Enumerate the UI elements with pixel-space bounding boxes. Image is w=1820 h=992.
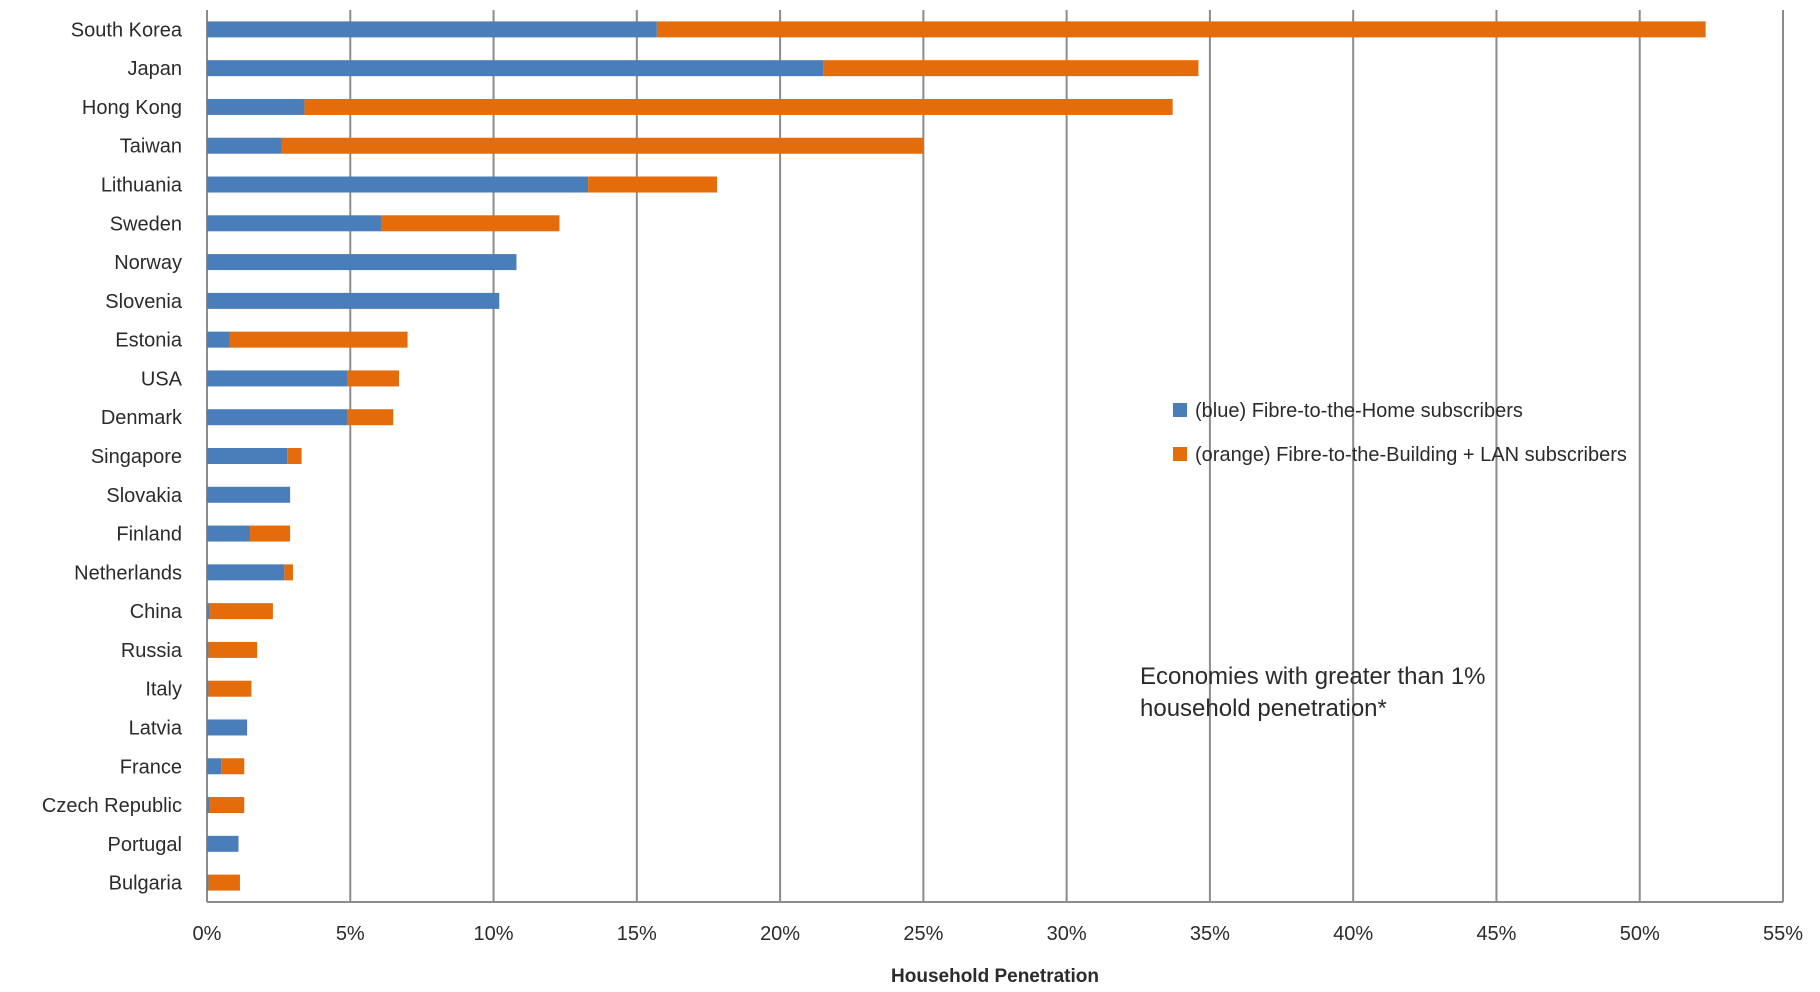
category-label: Italy [145,679,182,701]
category-label: Russia [121,640,183,662]
x-tick-label: 15% [617,923,657,945]
bar-segment-fttb-lan [209,603,273,620]
bar-segment-fttb-lan [347,370,399,387]
bar-segment-ftth [207,137,282,154]
bar-segment-ftth [207,797,210,814]
x-axis-title: Household Penetration [891,966,1099,987]
category-label: Portugal [108,834,183,856]
bar-segment-ftth [207,60,824,77]
bar-segment-ftth [207,835,239,852]
x-tick-label: 25% [903,923,943,945]
category-label: China [130,601,183,623]
bar-segment-fttb-lan [656,21,1706,38]
bar-segment-ftth [207,603,210,620]
bar-segment-fttb-lan [281,137,924,154]
x-tick-label: 55% [1763,923,1803,945]
category-label: South Korea [71,19,183,41]
x-tick-label: 45% [1476,923,1516,945]
category-label: Slovakia [106,485,182,507]
bar-segment-ftth [207,448,288,464]
x-tick-label: 30% [1047,923,1087,945]
x-tick-labels: 0% 5% 10% 15% 20% 25% 30% 35% 40% 45% 50% 55% [193,923,1804,945]
bar-segment-fttb-lan [208,874,240,891]
x-tick-label: 35% [1190,923,1230,945]
bar-segment-fttb-lan [381,215,560,232]
category-label: Hong Kong [82,97,182,119]
bar-segment-ftth [207,874,209,891]
gridlines [206,10,1784,903]
category-label: Estonia [115,330,183,352]
category-label: Slovenia [105,291,183,313]
bar-segment-fttb-lan [284,564,293,581]
category-labels: South Korea Japan Hong Kong Taiwan Lithuania… [42,19,183,894]
annotation-line-1: Economies with greater than 1% [1140,663,1486,690]
category-label: Japan [128,58,183,80]
bar-segment-fttb-lan [249,525,291,542]
bar-segment-ftth [207,641,209,658]
category-label: Finland [116,524,182,546]
bars [207,21,1706,891]
x-tick-label: 40% [1333,923,1373,945]
bar-segment-fttb-lan [221,758,245,775]
category-label: Taiwan [120,136,182,158]
bar-segment-fttb-lan [287,448,302,464]
bar-segment-fttb-lan [588,176,718,193]
category-label: Czech Republic [42,795,182,817]
annotation: Economies with greater than 1% household… [1140,663,1486,722]
bar-segment-fttb-lan [208,680,252,697]
bar-segment-ftth [207,292,500,309]
bar-segment-ftth [207,409,348,426]
x-tick-label: 50% [1620,923,1660,945]
bar-segment-ftth [207,215,382,232]
x-tick-label: 5% [336,923,365,945]
x-tick-label: 0% [193,923,222,945]
bar-segment-fttb-lan [209,797,245,814]
bar-segment-fttb-lan [347,409,394,426]
legend-swatch-blue [1173,403,1187,417]
bar-segment-ftth [207,680,209,697]
category-label: France [120,756,182,778]
bar-segment-ftth [207,486,291,503]
bar-segment-fttb-lan [304,98,1173,115]
x-tick-label: 10% [474,923,514,945]
category-label: Denmark [101,407,183,429]
bar-segment-ftth [207,758,222,775]
category-label: Sweden [110,213,182,235]
category-label: Netherlands [74,562,182,584]
legend-label-orange: (orange) Fibre-to-the-Building + LAN sub… [1195,444,1627,466]
legend: (blue) Fibre-to-the-Home subscribers (or… [1173,400,1627,466]
legend-label-blue: (blue) Fibre-to-the-Home subscribers [1195,400,1523,422]
bar-segment-ftth [207,21,657,38]
category-label: Latvia [129,717,183,739]
category-label: Singapore [91,446,182,468]
bar-segment-ftth [207,564,285,581]
legend-swatch-orange [1173,447,1187,461]
bar-segment-ftth [207,719,248,736]
category-label: Norway [114,252,182,274]
category-label: USA [141,368,183,390]
bar-segment-fttb-lan [208,641,258,658]
bar-segment-ftth [207,98,305,115]
bar-segment-ftth [207,254,517,271]
bar-segment-fttb-lan [229,331,408,348]
bar-segment-ftth [207,176,589,193]
category-label: Lithuania [101,175,183,197]
bar-segment-ftth [207,331,230,348]
bar-segment-ftth [207,525,250,542]
annotation-line-2: household penetration* [1140,695,1387,722]
bar-segment-ftth [207,370,348,387]
category-label: Bulgaria [109,873,183,895]
bar-segment-fttb-lan [823,60,1199,77]
x-tick-label: 20% [760,923,800,945]
